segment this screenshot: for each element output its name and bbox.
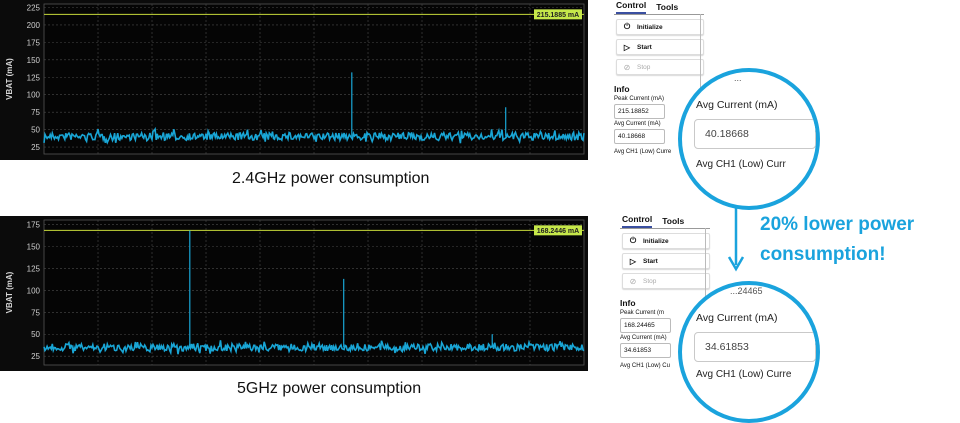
avg-current-label: Avg Current (mA) (620, 335, 667, 341)
start-button[interactable]: ▷ Start (616, 39, 704, 55)
info-heading: Info (614, 84, 630, 94)
zoom-cut-text: ... (734, 73, 742, 83)
initialize-button[interactable]: ⏻ Initialize (616, 19, 704, 35)
zoom-avg-label: Avg Current (mA) (696, 312, 778, 324)
peak-current-label: Peak Current (m (620, 310, 665, 316)
y-tick-label: 200 (27, 21, 41, 30)
y-axis-label: VBAT (mA) (5, 58, 14, 100)
tab-tools[interactable]: Tools (656, 2, 679, 12)
peak-badge (534, 9, 582, 20)
avg-current-field[interactable]: 34.61853 (620, 343, 671, 358)
start-label: Start (637, 43, 652, 51)
y-tick-label: 150 (27, 242, 41, 251)
stop-label: Stop (637, 63, 651, 71)
play-icon: ▷ (629, 256, 637, 266)
zoom-ch1-label: Avg CH1 (Low) Curr (696, 159, 786, 170)
plot-canvas-5g: 175 150 125 100 75 50 25 VBAT (mA) 168.2446 mA (5, 219, 585, 366)
y-tick-label: 125 (27, 264, 41, 273)
stop-button[interactable]: ⊘ Stop (616, 59, 704, 75)
panel-tabs: Control Tools (620, 214, 710, 229)
power-plot-5g: 175 150 125 100 75 50 25 VBAT (mA) 168.2446 mA (0, 216, 588, 371)
power-icon: ⏻ (629, 236, 637, 245)
power-icon: ⏻ (623, 22, 631, 31)
y-tick-label: 225 (27, 3, 41, 12)
y-tick-label: 50 (31, 126, 40, 135)
stop-label: Stop (643, 277, 657, 285)
y-tick-label: 100 (27, 91, 41, 100)
zoom-cut-text: ...24465 (730, 286, 763, 296)
caption-5g: 5GHz power consumption (237, 380, 422, 397)
avg-ch1-label: Avg CH1 (Low) Cu (620, 363, 670, 369)
y-tick-label: 125 (27, 73, 41, 82)
callout-line-1: 20% lower power (760, 214, 915, 235)
zoom-circle-avg-5g: ...24465 Avg Current (mA) 34.61853 Avg C… (678, 281, 820, 423)
peak-current-field[interactable]: 168.24465 (620, 318, 671, 333)
tab-tools[interactable]: Tools (662, 216, 685, 226)
y-tick-label: 25 (31, 352, 40, 361)
peak-badge-label: 168.2446 mA (537, 228, 579, 235)
y-tick-label: 75 (31, 308, 40, 317)
initialize-label: Initialize (637, 23, 663, 31)
peak-current-field[interactable]: 215.18852 (614, 104, 665, 119)
current-trace (43, 126, 585, 145)
y-tick-label: 100 (27, 286, 41, 295)
plot-canvas-2g4: 225 200 175 150 125 100 75 50 25 VBAT (mA) 215.188… (5, 3, 585, 155)
start-button[interactable]: ▷ Start (622, 253, 710, 269)
stop-icon: ⊘ (623, 62, 631, 72)
y-tick-label: 50 (31, 330, 40, 339)
y-tick-label: 175 (27, 220, 41, 229)
avg-current-label: Avg Current (mA) (614, 121, 661, 127)
y-tick-label: 75 (31, 108, 40, 117)
savings-callout: 20% lower power consumption! (760, 210, 960, 270)
tab-control[interactable]: Control (622, 214, 653, 228)
panel-tabs: Control Tools (614, 0, 704, 15)
zoom-avg-field: 40.18668 (694, 119, 816, 149)
avg-current-field[interactable]: 40.18668 (614, 129, 665, 144)
power-plot-2g4: 225 200 175 150 125 100 75 50 25 VBAT (mA) 215.188… (0, 0, 588, 160)
info-heading: Info (620, 298, 636, 308)
y-tick-label: 150 (27, 56, 41, 65)
peak-current-label: Peak Current (mA) (614, 96, 665, 102)
current-trace (43, 339, 585, 356)
peak-badge (534, 225, 582, 236)
stop-button[interactable]: ⊘ Stop (622, 273, 710, 289)
zoom-ch1-label: Avg CH1 (Low) Curre (696, 369, 792, 380)
initialize-button[interactable]: ⏻ Initialize (622, 233, 710, 249)
down-arrow-icon (727, 207, 745, 272)
play-icon: ▷ (623, 42, 631, 52)
zoom-circle-avg-2g4: ... Avg Current (mA) 40.18668 Avg CH1 (L… (678, 68, 820, 210)
initialize-label: Initialize (643, 237, 669, 245)
plot-area (43, 3, 585, 155)
y-tick-label: 175 (27, 38, 41, 47)
y-axis-label: VBAT (mA) (5, 271, 14, 313)
caption-2g4: 2.4GHz power consumption (232, 170, 430, 187)
avg-ch1-label: Avg CH1 (Low) Curre (614, 149, 672, 155)
peak-badge-label: 215.1885 mA (537, 12, 579, 19)
control-panel-5g: Control Tools ⏻ Initialize ▷ Start ⊘ Stop I… (620, 214, 710, 369)
y-tick-label: 25 (31, 143, 40, 152)
zoom-avg-field: 34.61853 (694, 332, 816, 362)
stop-icon: ⊘ (629, 276, 637, 286)
start-label: Start (643, 257, 658, 265)
callout-line-2: consumption! (760, 244, 886, 265)
tab-control[interactable]: Control (616, 0, 647, 14)
zoom-avg-label: Avg Current (mA) (696, 99, 778, 111)
